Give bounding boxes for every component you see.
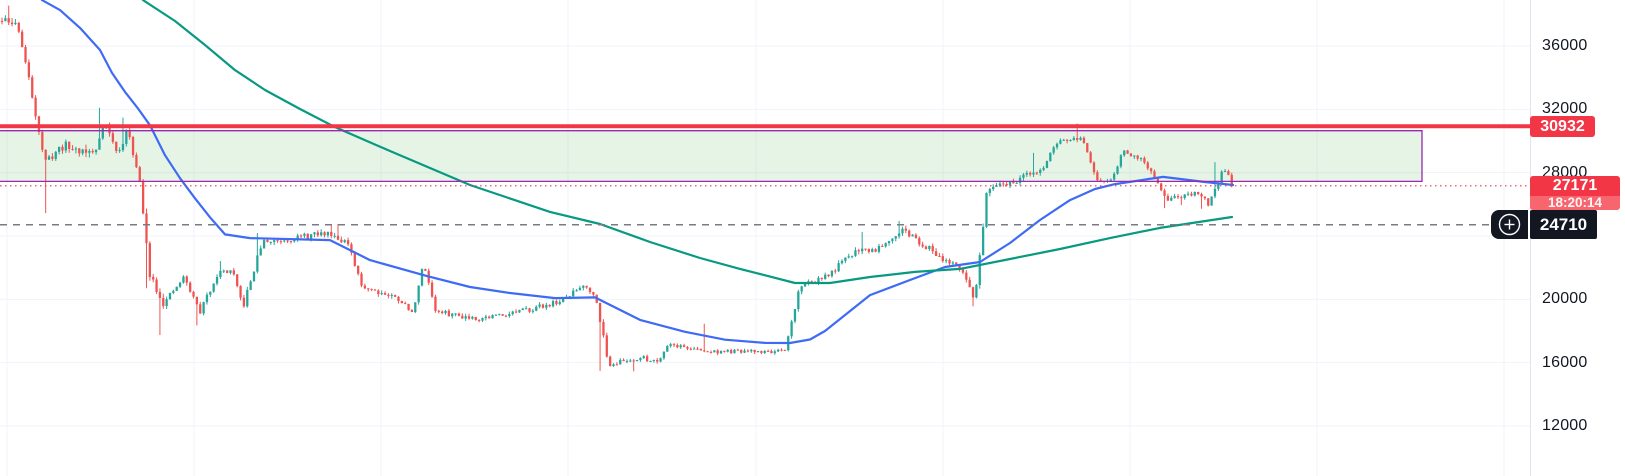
axis-tick-label: 32000 bbox=[1542, 100, 1588, 118]
axis-tick-label: 36000 bbox=[1542, 36, 1588, 54]
grid bbox=[0, 0, 1530, 476]
crosshair-price-label: 24710 bbox=[1530, 210, 1597, 240]
axis-tick-label: 16000 bbox=[1542, 353, 1588, 371]
last-price-label: 27171 18:20:14 bbox=[1530, 175, 1620, 210]
candles bbox=[0, 5, 1233, 372]
ma-fast-blue[interactable] bbox=[40, 0, 1235, 345]
ma-slow-green[interactable] bbox=[141, 0, 1234, 285]
resistance-price-value: 30932 bbox=[1540, 117, 1585, 135]
supply-zone[interactable] bbox=[0, 130, 1422, 182]
plus-circle-icon bbox=[1498, 214, 1521, 236]
bar-close-countdown: 18:20:14 bbox=[1530, 195, 1620, 210]
resistance-price-label: 30932 bbox=[1530, 115, 1595, 137]
last-price-value: 27171 bbox=[1530, 175, 1620, 196]
add-alert-button[interactable] bbox=[1491, 210, 1528, 240]
chart-canvas[interactable] bbox=[0, 0, 1530, 476]
supply-zone-border[interactable] bbox=[0, 130, 1423, 183]
axis-tick-label: 20000 bbox=[1542, 290, 1588, 308]
axis-tick-label: 12000 bbox=[1542, 416, 1588, 434]
crosshair-price-value: 24710 bbox=[1539, 215, 1588, 235]
